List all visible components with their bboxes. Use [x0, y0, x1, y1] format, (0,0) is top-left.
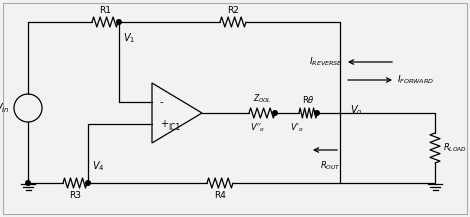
Text: $V''_o$: $V''_o$: [251, 121, 266, 133]
Circle shape: [86, 181, 90, 185]
Circle shape: [315, 111, 319, 115]
Text: $R_{OUT}$: $R_{OUT}$: [320, 159, 340, 171]
Text: R4: R4: [214, 191, 226, 200]
Text: $R_{LOAD}$: $R_{LOAD}$: [443, 142, 467, 154]
Text: IC1: IC1: [168, 123, 180, 132]
Text: -: -: [160, 97, 164, 107]
Text: $V_{in}$: $V_{in}$: [0, 101, 9, 115]
Text: R$\theta$: R$\theta$: [302, 94, 314, 105]
Text: $V_1$: $V_1$: [123, 31, 135, 45]
Text: $I_{FORWARD}$: $I_{FORWARD}$: [397, 74, 434, 86]
Text: $Z_{OOL}$: $Z_{OOL}$: [253, 92, 271, 105]
Text: R1: R1: [99, 6, 111, 15]
Circle shape: [117, 20, 121, 24]
Text: +: +: [160, 119, 168, 129]
Circle shape: [26, 181, 30, 185]
Text: R2: R2: [227, 6, 239, 15]
Text: $V'_o$: $V'_o$: [290, 121, 304, 133]
Text: $I_{REVERSE}$: $I_{REVERSE}$: [309, 56, 343, 68]
Text: R3: R3: [69, 191, 81, 200]
Text: $V_4$: $V_4$: [92, 159, 105, 173]
Circle shape: [273, 111, 277, 115]
Text: $V_o$: $V_o$: [350, 103, 362, 117]
